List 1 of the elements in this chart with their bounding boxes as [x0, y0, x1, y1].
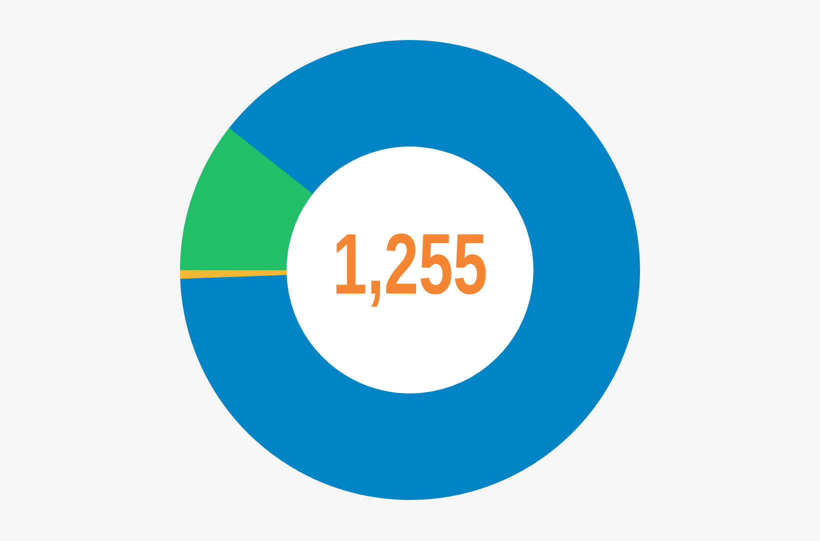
text: 1,255 [332, 216, 488, 312]
